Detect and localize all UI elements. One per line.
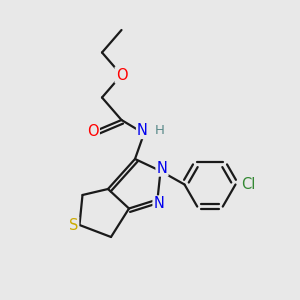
- Text: N: N: [157, 160, 167, 175]
- Text: Cl: Cl: [241, 177, 255, 192]
- Text: O: O: [87, 124, 99, 140]
- Text: O: O: [116, 68, 127, 82]
- Text: S: S: [69, 218, 78, 232]
- Text: N: N: [137, 123, 148, 138]
- Text: H: H: [155, 124, 164, 137]
- Text: N: N: [154, 196, 164, 211]
